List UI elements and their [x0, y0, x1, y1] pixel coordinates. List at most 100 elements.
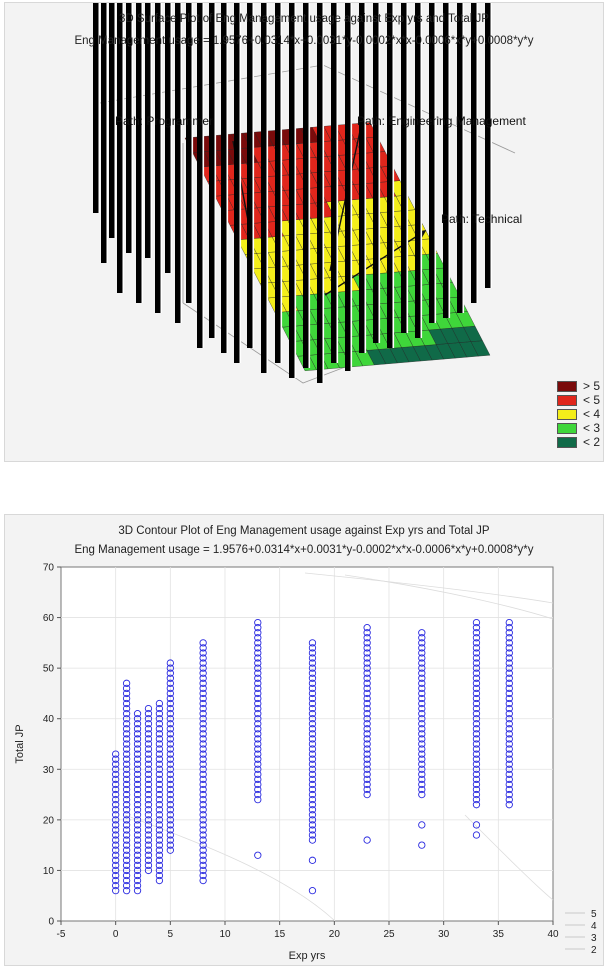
scatter-point	[505, 755, 513, 763]
scatter-point	[112, 836, 120, 844]
scatter-point-outlier	[472, 821, 481, 829]
bar-artifact	[165, 3, 171, 273]
scatter-point	[472, 760, 481, 768]
scatter-point	[166, 780, 174, 789]
scatter-point	[308, 831, 317, 839]
scatter-point	[472, 669, 481, 677]
scatter-point	[199, 735, 207, 743]
scatter-point	[254, 760, 262, 768]
scatter-point	[363, 710, 371, 718]
bar-artifact-highlight	[420, 3, 423, 338]
scatter-point	[122, 730, 131, 738]
scatter-point	[112, 755, 120, 763]
scatter-point	[199, 831, 207, 839]
scatter-point	[418, 770, 426, 778]
bar-artifact	[359, 3, 365, 353]
scatter-point	[122, 826, 131, 834]
scatter-point	[155, 740, 164, 748]
contour-plot-panel: 3D Contour Plot of Eng Management usage …	[4, 514, 604, 966]
scatter-point	[505, 735, 513, 743]
scatter-point	[155, 770, 164, 778]
scatter-point	[122, 821, 131, 829]
x-tick-label: 5	[168, 929, 174, 940]
y-tick-label: 70	[43, 563, 55, 574]
scatter-point	[122, 841, 131, 849]
bar-artifact	[117, 3, 123, 293]
scatter-point	[254, 618, 262, 627]
scatter-point	[166, 659, 174, 667]
scatter-point	[254, 755, 262, 763]
scatter-point	[472, 710, 481, 718]
vertical-bar-artifacts	[93, 3, 493, 383]
legend-swatch	[557, 423, 577, 434]
scatter-point	[199, 720, 207, 728]
bar-artifact-highlight	[448, 3, 451, 318]
scatter-point-outlier	[418, 821, 426, 829]
scatter-point	[472, 750, 481, 758]
bar-artifact-highlight	[252, 3, 255, 348]
bar-artifact	[303, 3, 309, 368]
scatter-point	[166, 836, 174, 844]
legend-label: < 3	[583, 421, 601, 435]
scatter-point	[112, 876, 120, 885]
scatter-point	[144, 735, 153, 743]
contour-line-1	[304, 572, 554, 604]
scatter-point	[144, 816, 153, 824]
scatter-point	[144, 831, 153, 839]
scatter-point	[472, 720, 481, 728]
bar-artifact-highlight	[364, 3, 367, 353]
scatter-point	[166, 750, 174, 758]
scatter-point	[418, 745, 426, 753]
scatter-point	[505, 639, 513, 647]
scatter-point	[133, 730, 142, 738]
x-tick-label: 0	[113, 929, 119, 940]
scatter-point	[166, 790, 174, 799]
scatter-point	[308, 684, 317, 693]
scatter-point	[308, 780, 317, 789]
scatter-point	[166, 831, 174, 839]
surface-subtitle: Eng Management usage = 1.9576+0.0314*x+0…	[74, 35, 534, 47]
scatter-point	[133, 876, 142, 885]
scatter-point	[133, 755, 142, 763]
scatter-point	[122, 710, 131, 718]
scatter-point	[155, 831, 164, 839]
scatter-point	[199, 856, 207, 864]
scatter-point	[308, 821, 317, 829]
legend-swatch	[557, 395, 577, 406]
scatter-point	[122, 811, 131, 819]
scatter-point	[254, 639, 262, 647]
scatter-point	[122, 750, 131, 758]
scatter-point	[254, 730, 262, 738]
scatter-point	[166, 674, 174, 682]
scatter-point	[199, 811, 207, 819]
scatter-point	[199, 710, 207, 718]
scatter-point	[166, 811, 174, 819]
scatter-point	[166, 821, 174, 829]
scatter-point	[112, 871, 120, 880]
scatter-point	[308, 801, 317, 809]
scatter-point	[133, 826, 142, 834]
scatter-point	[133, 775, 142, 784]
bar-artifact-highlight	[150, 3, 153, 258]
scatter-point	[122, 704, 131, 713]
scatter-point	[505, 795, 513, 804]
scatter-point	[254, 699, 262, 708]
scatter-point	[505, 684, 513, 693]
scatter-point	[199, 826, 207, 834]
bar-artifact-highlight	[322, 3, 325, 383]
scatter-point	[133, 720, 142, 728]
scatter-point	[166, 720, 174, 728]
scatter-point	[254, 694, 262, 703]
scatter-point	[155, 720, 164, 728]
scatter-point	[363, 785, 371, 794]
bar-artifact	[443, 3, 449, 318]
scatter-point	[363, 634, 371, 642]
annotation-technical: Path: Technical	[441, 212, 522, 226]
bar-artifact	[197, 3, 203, 348]
bar-artifact-highlight	[180, 3, 183, 323]
scatter-point	[122, 831, 131, 839]
scatter-point	[199, 740, 207, 748]
bar-artifact	[345, 3, 351, 371]
scatter-point	[254, 715, 262, 723]
scatter-point	[254, 684, 262, 693]
